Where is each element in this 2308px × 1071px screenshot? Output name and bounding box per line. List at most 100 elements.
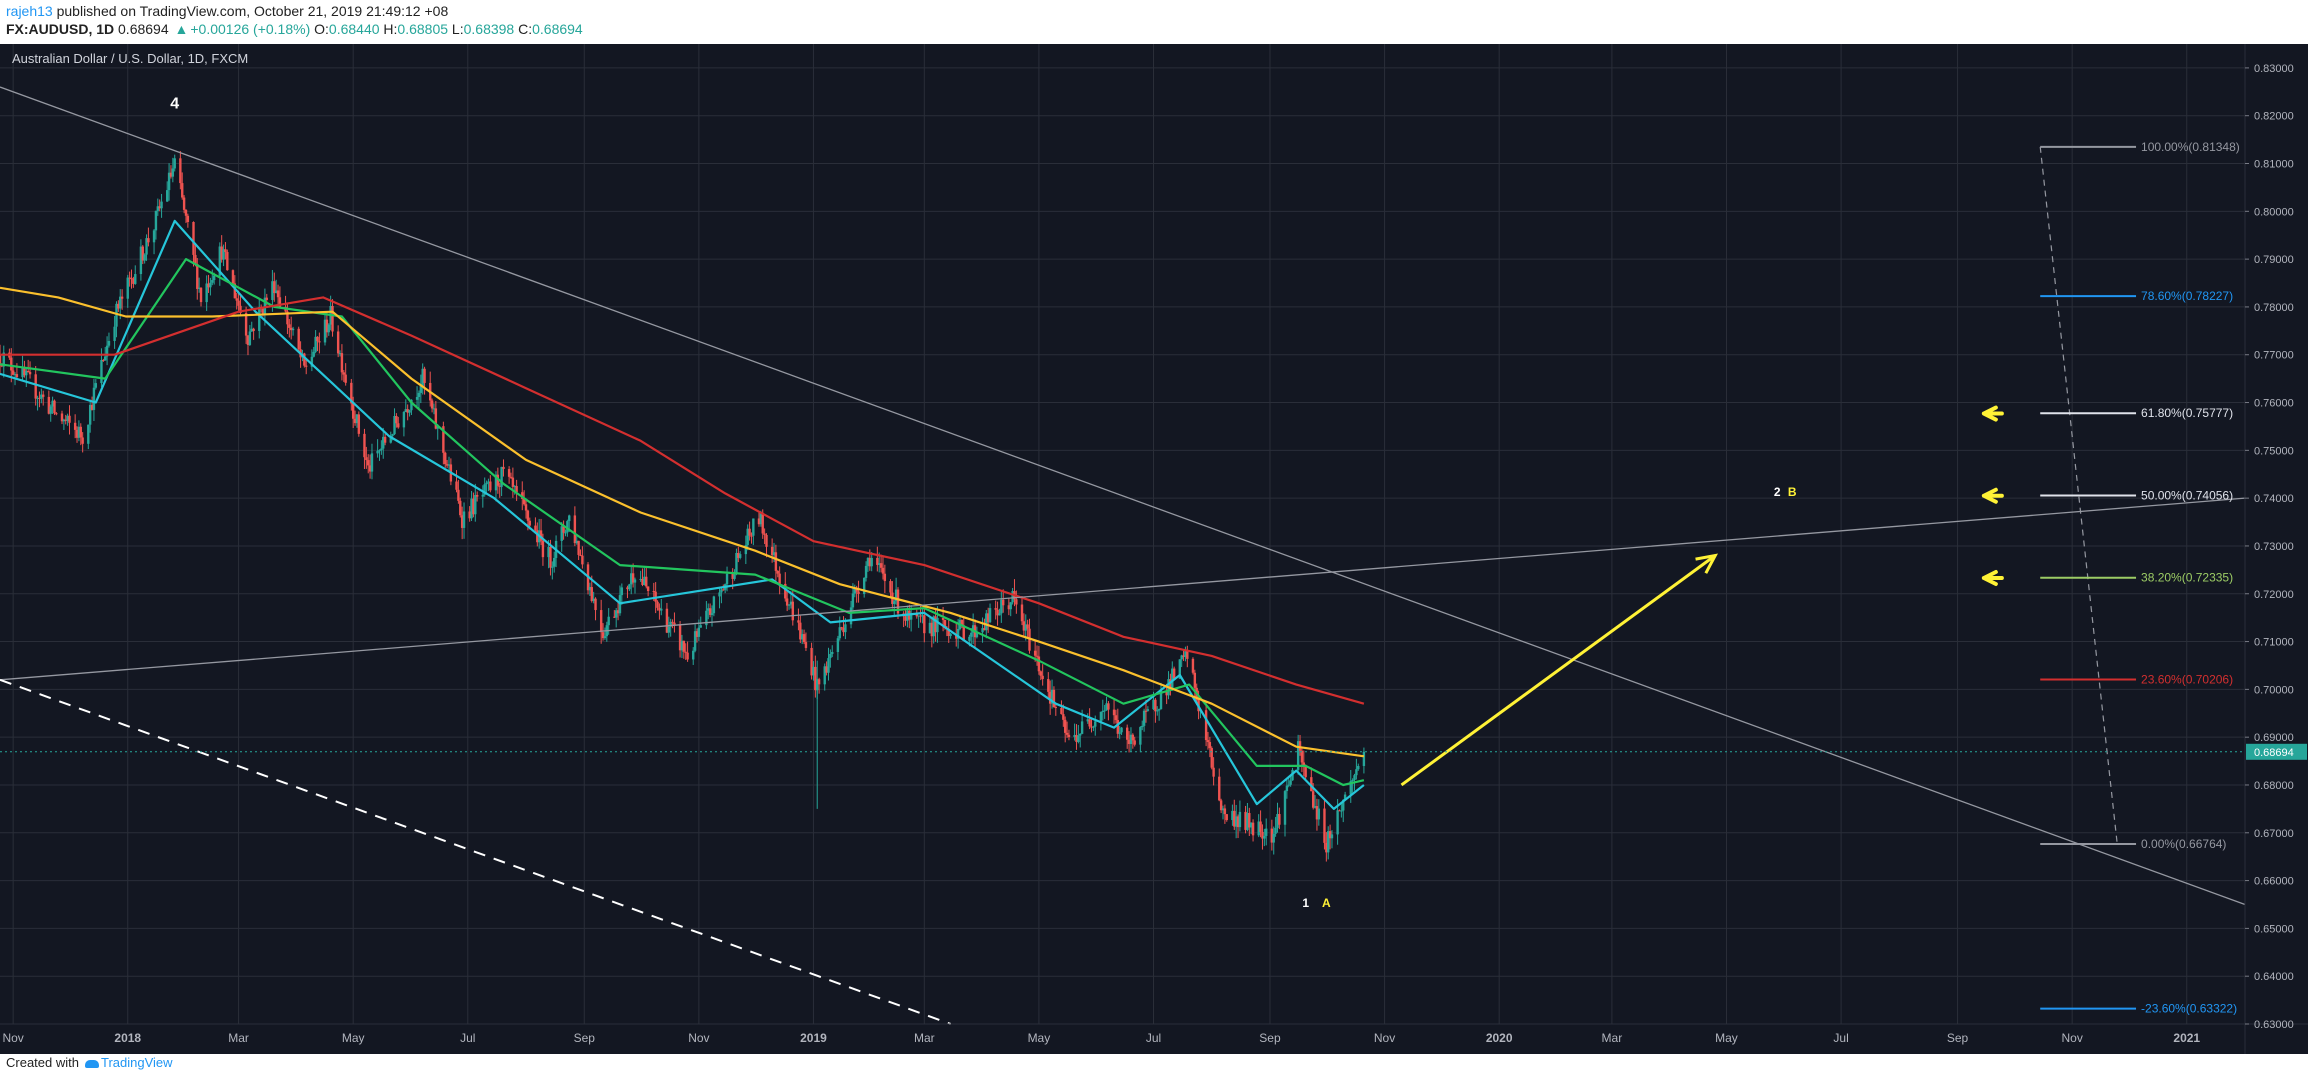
candle-body [1159,690,1163,710]
candle-body [338,353,342,355]
candle-body [1355,769,1358,776]
candle-body [489,481,492,491]
candle-body [196,263,199,289]
candle-body [406,409,409,413]
candle-body [1064,719,1067,733]
time-tick-label: Sep [1259,1031,1281,1045]
candle-body [258,307,261,331]
candle-body [340,353,344,373]
candle-body [1208,742,1212,749]
candle-body [1080,721,1084,734]
candle-body [475,494,479,497]
candle-body [192,221,195,255]
candle-body [553,557,556,567]
candle-body [1265,828,1268,836]
candle-body [568,515,571,522]
candle-body [923,615,926,634]
candle-body [1327,831,1330,853]
candle-body [1125,727,1129,740]
candle-body [66,415,69,421]
candle-body [581,555,584,565]
candles [0,151,1366,862]
candle-body [462,511,466,528]
candle-body [167,172,171,191]
wave-label: 2 [1774,485,1781,499]
candle-body [862,577,866,594]
candle-body [120,296,124,299]
candle-body [410,399,413,411]
candle-body [1251,822,1255,836]
candle-body [735,552,738,575]
candle-body [827,658,830,673]
candle-body [986,613,990,623]
candle-body [207,283,210,288]
candle-body [286,311,289,325]
candle-body [1311,791,1315,808]
candle-body [0,354,2,364]
time-tick-label: May [1028,1031,1051,1045]
candle-body [40,394,43,399]
candle-body [472,498,475,515]
candle-body [752,518,755,536]
chart-area[interactable]: Australian Dollar / U.S. Dollar, 1D, FXC… [0,44,2308,1054]
candle-body [1246,813,1249,830]
publish-line: rajeh13 published on TradingView.com, Oc… [6,3,448,19]
candle-body [363,433,366,458]
candle-body [199,287,203,303]
time-tick-label: 2020 [1486,1031,1513,1045]
candle-body [316,336,319,342]
candle-body [1077,735,1080,742]
fib-level-label: -23.60%(0.63322) [2141,1002,2237,1016]
candle-body [2,352,5,367]
price-tick-label: 0.82000 [2254,111,2294,123]
price-chart[interactable]: Australian Dollar / U.S. Dollar, 1D, FXC… [0,44,2308,1054]
chart-header: rajeh13 published on TradingView.com, Oc… [0,0,2308,44]
candle-body [23,366,26,376]
candle-body [579,554,582,556]
candle-body [883,573,887,582]
candle-body [500,466,503,487]
candle-body [325,319,329,333]
candle-body [810,647,813,676]
candle-body [1099,711,1103,722]
candle-body [132,278,135,284]
candle-body [487,481,490,483]
candle-body [941,617,945,620]
candle-body [894,589,898,602]
candle-body [785,598,789,606]
candle-body [1249,822,1253,828]
candle-body [1022,621,1026,631]
candle-body [812,666,815,676]
candle-body [998,613,1001,616]
candle-body [1328,831,1332,839]
wave-label: B [1788,485,1797,499]
candle-body [73,422,77,430]
candle-body [917,615,920,617]
candle-body [956,628,960,639]
left-arrow-icon [1981,487,2004,504]
candle-body [630,573,633,585]
candle-body [1154,699,1157,712]
tradingview-brand[interactable]: TradingView [100,1055,173,1070]
candle-body [126,277,129,299]
candle-body [442,426,445,453]
candle-body [205,283,208,303]
candle-body [988,608,992,623]
candle-body [994,608,997,610]
candle-body [408,410,411,413]
candle-body [774,552,778,571]
candle-body [237,300,240,306]
author-name[interactable]: rajeh13 [6,3,53,19]
candle-body [536,530,539,543]
candle-body [182,197,186,210]
candle-body [402,412,406,428]
candle-body [88,404,92,425]
candle-body [789,601,793,605]
candle-body [10,357,13,371]
candle-body [1127,739,1131,745]
candle-body [436,426,439,429]
candle-body [1139,727,1142,745]
candle-body [415,397,419,400]
candle-body [1075,734,1078,742]
candle-body [455,481,458,490]
